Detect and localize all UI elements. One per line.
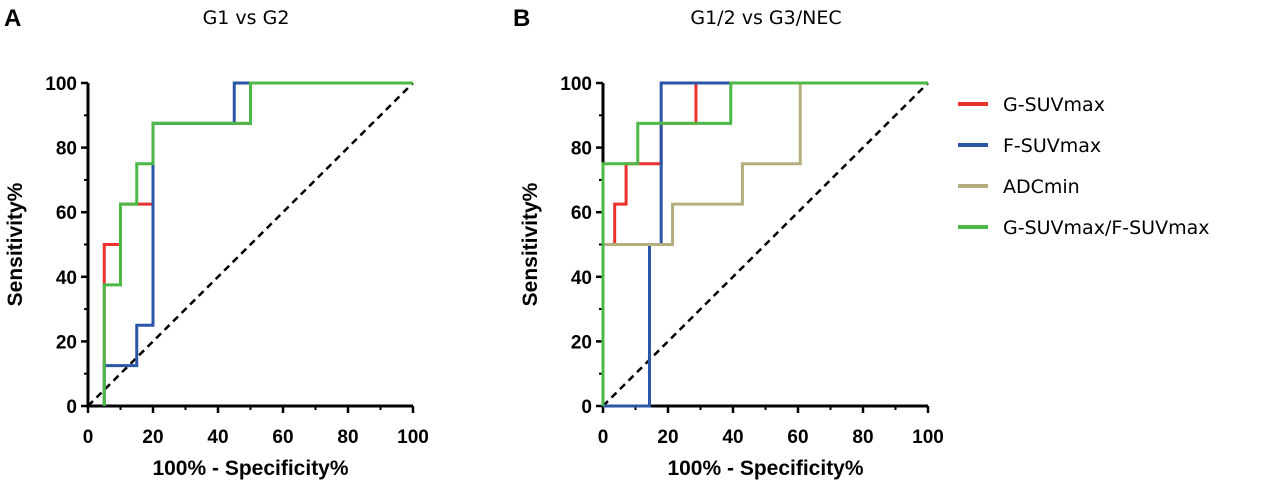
y-axis-label: Sensitivity% <box>4 182 27 306</box>
series-line-f-suvmax <box>102 81 413 406</box>
panel-letter: A <box>4 5 21 32</box>
series-line-g-suvmax <box>603 81 928 246</box>
legend-label-g-suvmax: G-SUVmax <box>1003 94 1105 116</box>
y-tick-label: 0 <box>66 397 77 418</box>
y-tick-label: 40 <box>56 268 77 289</box>
x-tick-label: 60 <box>787 427 808 448</box>
x-tick-label: 20 <box>142 427 163 448</box>
x-tick-label: 0 <box>598 427 609 448</box>
legend: G-SUVmax F-SUVmax ADCmin G-SUVmax/F-SUVmax <box>958 94 1210 239</box>
x-tick-label: 60 <box>272 427 293 448</box>
chart-title: G1/2 vs G3/NEC <box>690 7 841 29</box>
y-tick-label: 20 <box>56 332 77 353</box>
x-axis-label: 100% - Specificity% <box>152 457 348 480</box>
y-tick-label: 0 <box>581 397 592 418</box>
legend-label-adcmin: ADCmin <box>1003 176 1080 198</box>
series-line-g-suvmax-f-suvmax <box>102 81 413 406</box>
chart-panel-a: A G1 vs G2 0 20 40 60 80 100 0 20 40 60 80 100 100% - … <box>4 5 429 480</box>
y-tick-label: 60 <box>571 203 592 224</box>
x-tick-label: 80 <box>852 427 873 448</box>
y-tick-label: 100 <box>45 74 77 95</box>
reference-diagonal-line <box>87 82 414 407</box>
y-tick-label: 20 <box>571 332 592 353</box>
y-tick-label: 40 <box>571 268 592 289</box>
x-tick-label: 80 <box>337 427 358 448</box>
x-tick-label: 100 <box>912 427 944 448</box>
y-axis-label: Sensitivity% <box>519 182 542 306</box>
x-tick-label: 40 <box>207 427 228 448</box>
panel-letter: B <box>513 5 530 32</box>
y-tick-label: 60 <box>56 203 77 224</box>
y-tick-label: 80 <box>56 139 77 160</box>
x-tick-label: 100 <box>397 427 429 448</box>
x-axis-label: 100% - Specificity% <box>667 457 863 480</box>
chart-panel-b: B G1/2 vs G3/NEC 0 20 40 60 80 100 0 20 40 60 80 100 1… <box>513 5 944 480</box>
y-tick-label: 100 <box>560 74 592 95</box>
series-line-adcmin <box>603 81 928 246</box>
x-tick-label: 40 <box>722 427 743 448</box>
y-tick-label: 80 <box>571 139 592 160</box>
series-line-g-suvmax-f-suvmax <box>601 81 928 406</box>
legend-label-g-suvmax-f-suvmax: G-SUVmax/F-SUVmax <box>1003 217 1210 239</box>
chart-title: G1 vs G2 <box>203 7 290 29</box>
reference-diagonal-line <box>602 82 929 407</box>
legend-label-f-suvmax: F-SUVmax <box>1003 135 1101 157</box>
series-line-g-suvmax <box>102 81 413 406</box>
x-tick-label: 20 <box>657 427 678 448</box>
x-tick-label: 0 <box>83 427 94 448</box>
